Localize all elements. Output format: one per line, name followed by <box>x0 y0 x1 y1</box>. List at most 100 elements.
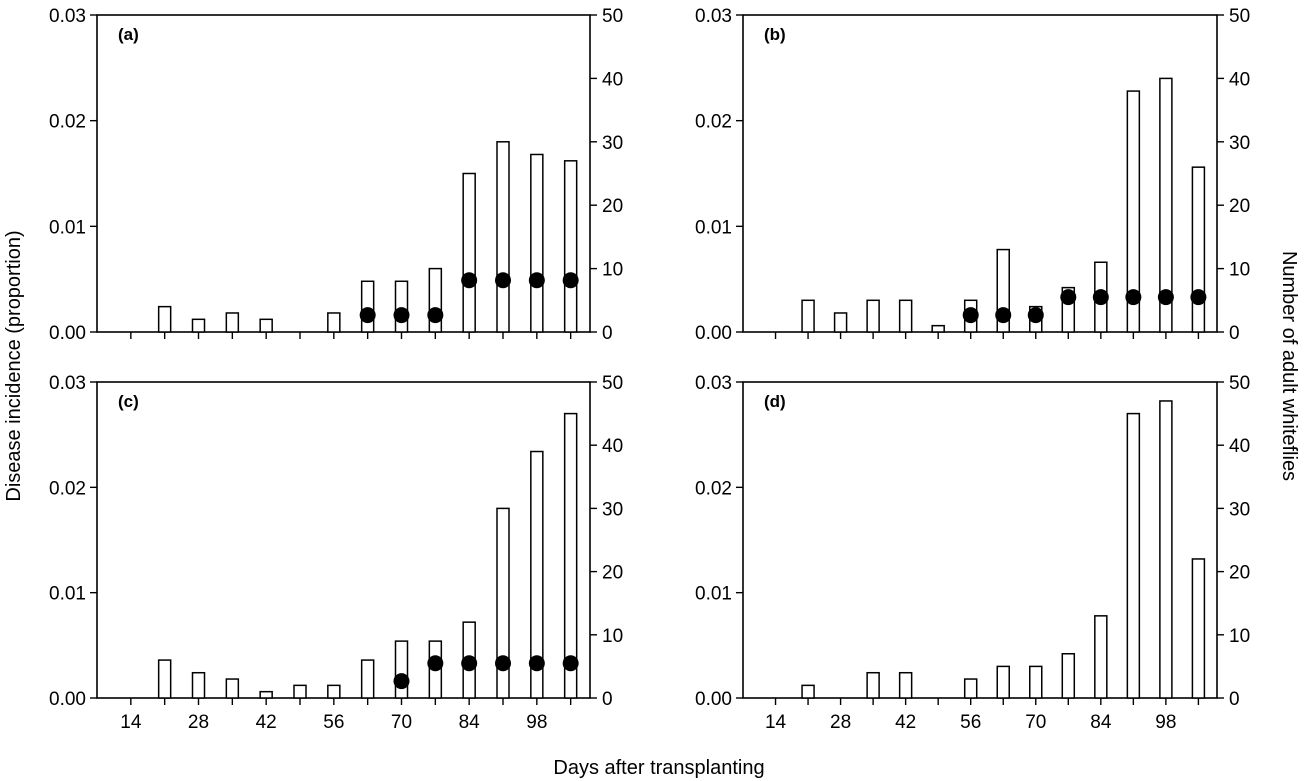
whitefly-bar <box>866 299 880 333</box>
whitefly-bar <box>898 299 913 333</box>
incidence-point <box>393 673 410 690</box>
x-tick-label: 42 <box>895 712 916 733</box>
panel-label: (b) <box>764 25 786 44</box>
right-tick-label: 50 <box>1229 6 1250 27</box>
chart-panels: 0.000.010.020.0301020304050(a)0.000.010.… <box>49 6 1250 733</box>
incidence-point <box>528 272 545 289</box>
whitefly-bar <box>563 160 578 333</box>
right-tick-label: 40 <box>602 69 623 90</box>
whitefly-bar <box>462 172 476 333</box>
left-tick-label: 0.01 <box>695 217 732 238</box>
plot-frame <box>96 14 591 333</box>
incidence-point <box>427 307 444 324</box>
right-tick-label: 0 <box>602 323 613 344</box>
left-tick-label: 0.01 <box>49 217 86 238</box>
right-tick-label: 10 <box>1229 626 1250 647</box>
x-tick-label: 98 <box>526 712 547 733</box>
whitefly-bar <box>157 659 172 699</box>
whitefly-bar <box>394 640 409 699</box>
incidence-point <box>1060 289 1077 306</box>
whitefly-bar <box>1029 665 1043 699</box>
left-tick-label: 0.03 <box>49 6 86 27</box>
whitefly-bar <box>1126 90 1141 333</box>
whitefly-bar <box>1094 615 1108 699</box>
whitefly-bar <box>360 280 375 333</box>
left-tick-label: 0.01 <box>695 584 732 605</box>
whitefly-bar <box>833 312 848 333</box>
left-tick-label: 0.03 <box>49 373 86 394</box>
panel-c: 0.00 0.01 0.02 0.03 0 10 20 30 40 50 14 28 42 56 70 84 9… <box>49 373 623 733</box>
incidence-point <box>393 307 410 324</box>
x-tick-label: 56 <box>323 712 344 733</box>
incidence-point <box>1190 289 1207 306</box>
left-tick-label: 0.03 <box>695 373 732 394</box>
incidence-point <box>1092 289 1109 306</box>
incidence-point <box>461 272 478 289</box>
right-tick-label: 50 <box>602 6 623 27</box>
right-tick-label: 30 <box>1229 499 1250 520</box>
whitefly-bar <box>327 684 341 699</box>
x-tick-label: 28 <box>188 712 209 733</box>
whitefly-bar <box>496 141 510 333</box>
whitefly-bar <box>563 412 578 699</box>
panel-b: 0.00 0.01 0.02 0.03 0 10 20 30 40 50 (b) <box>695 6 1250 344</box>
incidence-point <box>495 272 511 289</box>
y-axis-title-left: Disease incidence (proportion) <box>3 230 25 501</box>
panel-a: 0.00 0.01 0.02 0.03 0 10 20 30 40 50 (a) <box>49 6 623 344</box>
whitefly-bar <box>1159 400 1173 699</box>
right-tick-label: 30 <box>602 133 623 154</box>
left-tick-label: 0.02 <box>49 478 86 499</box>
x-axis-title: Days after transplanting <box>553 757 764 779</box>
incidence-point <box>562 272 579 289</box>
right-tick-label: 30 <box>602 499 623 520</box>
incidence-point <box>528 655 545 672</box>
incidence-point <box>359 307 376 324</box>
left-tick-label: 0.00 <box>49 689 86 710</box>
right-tick-label: 40 <box>1229 436 1250 457</box>
whitefly-bar <box>496 507 510 699</box>
right-tick-label: 10 <box>602 626 623 647</box>
left-tick-label: 0.01 <box>49 584 86 605</box>
right-tick-label: 20 <box>602 196 623 217</box>
x-tick-label: 14 <box>765 712 787 733</box>
x-tick-label: 56 <box>960 712 981 733</box>
whitefly-bar <box>898 671 913 699</box>
left-tick-label: 0.00 <box>695 689 732 710</box>
left-tick-label: 0.00 <box>695 323 732 344</box>
right-tick-label: 20 <box>602 563 623 584</box>
incidence-point <box>1027 307 1044 324</box>
x-tick-label: 42 <box>256 712 277 733</box>
whitefly-bar <box>259 690 273 699</box>
whitefly-bar <box>360 659 375 699</box>
incidence-point <box>995 307 1012 324</box>
whitefly-bar <box>963 678 978 699</box>
incidence-point <box>427 655 444 672</box>
panel-d: 0.00 0.01 0.02 0.03 0 10 20 30 40 50 14 28 42 56 70 84 9… <box>695 373 1250 733</box>
whitefly-bar <box>1191 166 1206 333</box>
plot-frame <box>742 381 1218 699</box>
left-tick-label: 0.03 <box>695 6 732 27</box>
x-tick-label: 14 <box>120 712 142 733</box>
whitefly-bar <box>801 299 815 333</box>
incidence-point <box>461 655 478 672</box>
x-tick-label: 84 <box>1090 712 1112 733</box>
incidence-point <box>562 655 579 672</box>
incidence-point <box>1125 289 1142 306</box>
panel-label: (c) <box>118 392 139 411</box>
whitefly-bar <box>293 684 307 699</box>
incidence-point <box>962 307 979 324</box>
whitefly-bar <box>530 450 544 699</box>
right-tick-label: 10 <box>602 260 623 281</box>
right-tick-label: 30 <box>1229 133 1250 154</box>
x-tick-label: 70 <box>391 712 412 733</box>
right-tick-label: 20 <box>1229 563 1250 584</box>
whitefly-bar <box>801 684 815 699</box>
plot-frame <box>96 381 591 699</box>
right-tick-label: 10 <box>1229 260 1250 281</box>
whitefly-bar <box>259 318 273 333</box>
left-tick-label: 0.02 <box>49 112 86 133</box>
whitefly-bar <box>327 312 341 333</box>
x-tick-label: 84 <box>459 712 481 733</box>
whitefly-bar <box>866 671 880 699</box>
